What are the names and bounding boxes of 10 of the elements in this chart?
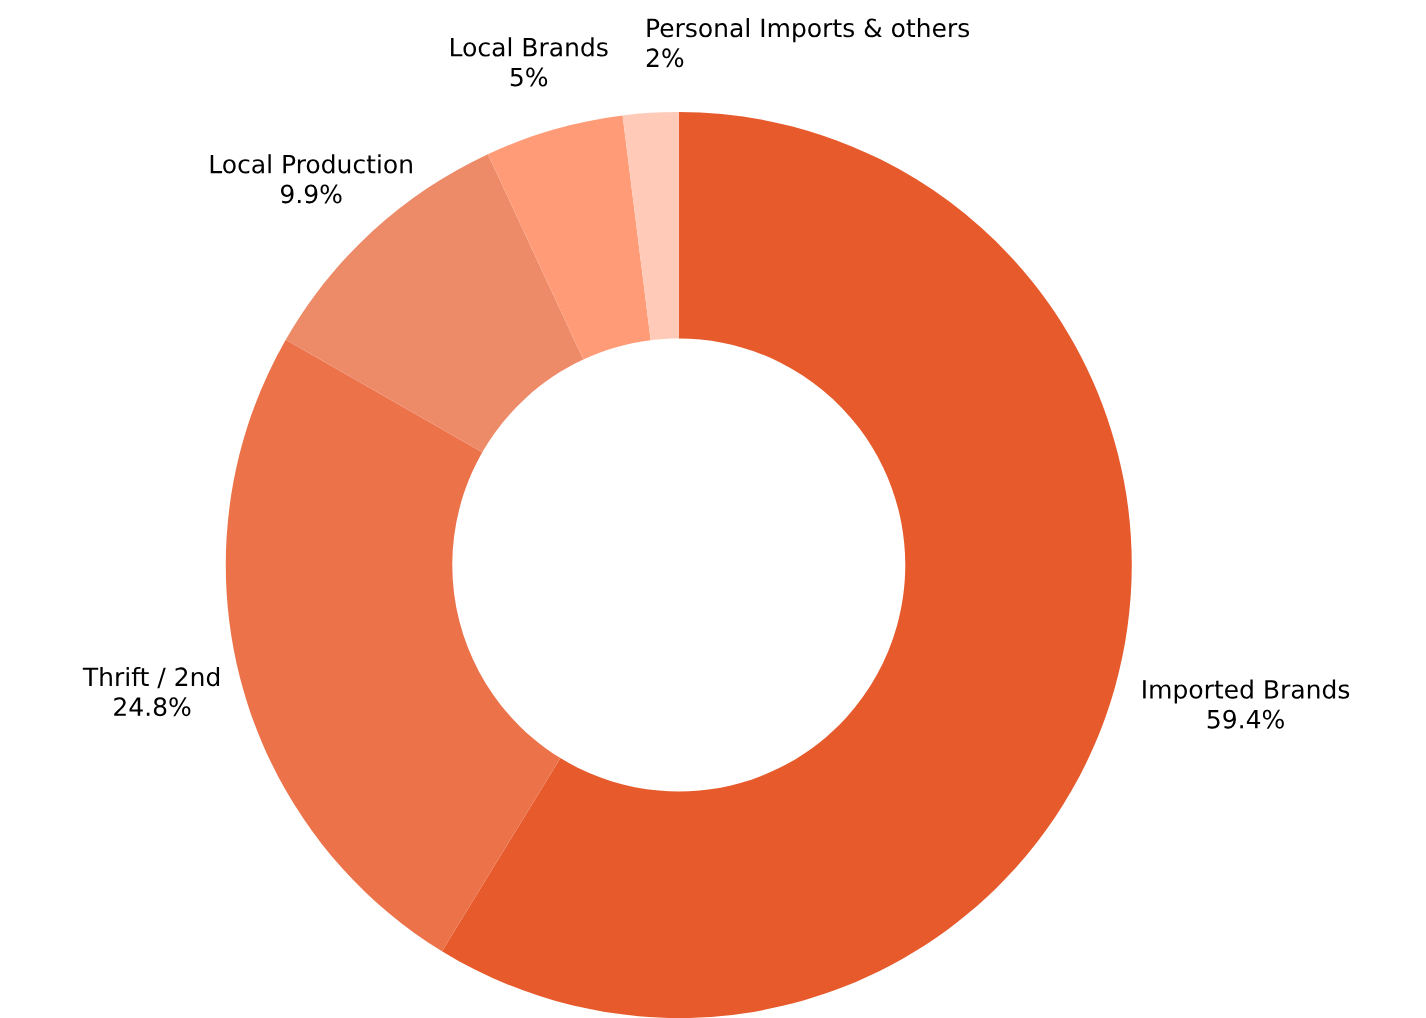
data-label: 2% (646, 48, 684, 68)
slice-label: Imported Brands (1143, 679, 1350, 704)
slice-label: Local Brands (451, 37, 608, 57)
slice-label: Local Production (210, 154, 412, 174)
slice-label: Personal Imports & others (647, 17, 970, 43)
data-label: 24.8% (114, 697, 191, 717)
data-label: 9.9% (280, 184, 342, 204)
data-label: 59.4% (1207, 709, 1284, 729)
slice-label: Thrift / 2nd (82, 666, 220, 689)
data-label: 5% (510, 67, 548, 87)
